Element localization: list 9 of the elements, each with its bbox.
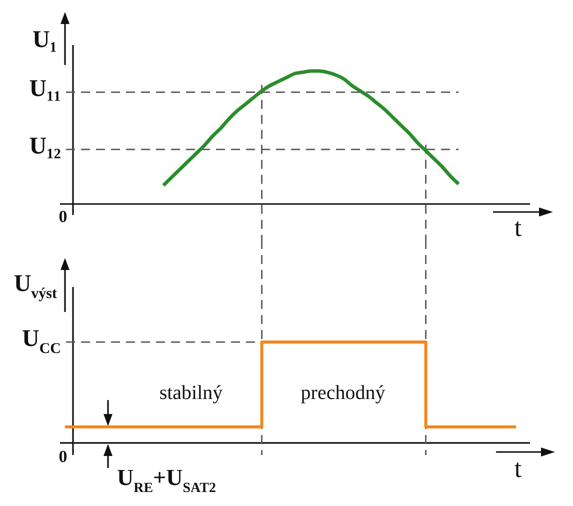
x-axis-title: t xyxy=(514,454,522,483)
text: 0 xyxy=(58,207,68,226)
annotation: prechodný xyxy=(300,382,386,404)
text: 0 xyxy=(58,447,68,466)
annotation: stabilný xyxy=(159,382,223,404)
y-axis-title: U₁ xyxy=(32,27,58,53)
ref-line-label: U₁₁ xyxy=(29,76,62,102)
ref-line-label: U₁₂ xyxy=(29,133,62,160)
x-axis-title: t xyxy=(514,213,522,242)
